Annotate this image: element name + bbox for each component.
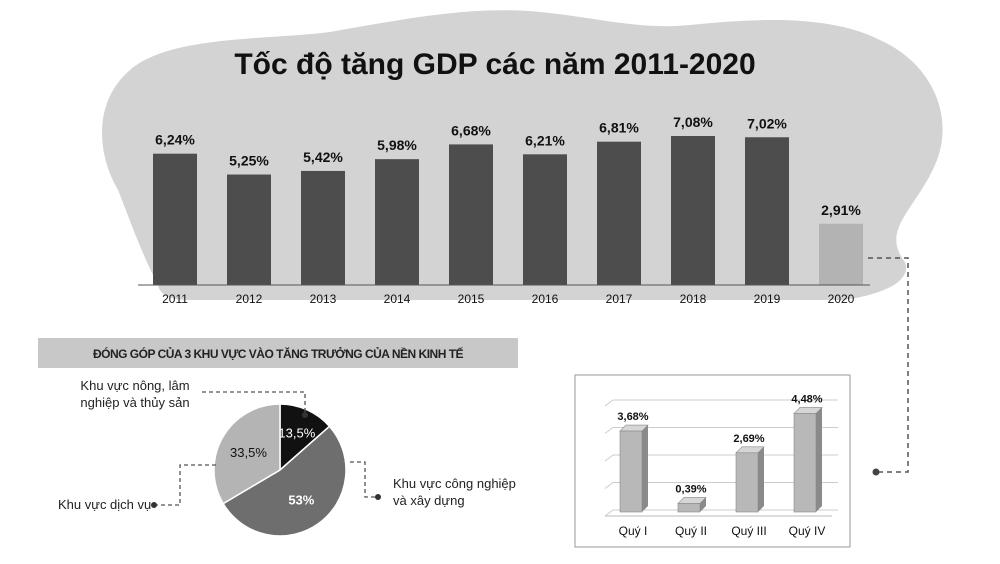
quarter-bar-side [642, 425, 648, 512]
sector-pie-chart: 13,5% 53% 33,5% [213, 403, 347, 537]
quarter-value-label: 2,69% [733, 433, 764, 445]
grid-line-diag [604, 482, 614, 489]
quarter-bar-side [700, 497, 706, 512]
bar-value-label: 5,25% [229, 153, 269, 169]
bar-2019 [745, 137, 789, 285]
pie-slice-agriculture [279, 403, 331, 472]
annual-gdp-chart: 6,24% 2011 5,25% 2012 5,42% 2013 5,98% 2014 6,68… [153, 114, 863, 306]
quarter-bar-side [758, 446, 764, 512]
callout-dot-industry [375, 494, 381, 500]
year-tick-label: 2012 [236, 292, 263, 306]
callout-dot-services [151, 502, 157, 508]
grid-line-diag [604, 427, 614, 434]
quarter-bar-1 [619, 430, 643, 513]
grid-line-diag [604, 399, 614, 407]
pie-slice-industry [222, 425, 347, 537]
bar-value-label: 5,42% [303, 149, 343, 165]
quarter-value-label: 3,68% [617, 411, 648, 423]
bar-value-label: 6,24% [155, 132, 195, 148]
main-title: Tốc độ tăng GDP các năm 2011-2020 [234, 48, 755, 81]
sector-banner [38, 338, 518, 368]
quarter-tick-label: Quý IV [789, 524, 826, 538]
callout-dot-agriculture [302, 412, 308, 418]
callout-line-services [157, 464, 216, 506]
grid-line-diag [604, 454, 614, 462]
grid-line-diag [604, 509, 614, 517]
bar-2020 [819, 223, 863, 285]
quarter-tick-label: Quý I [619, 524, 648, 538]
quarter-bar-3 [735, 452, 759, 513]
pie-value-label: 33,5% [230, 445, 267, 460]
bar-value-label: 6,68% [451, 122, 491, 138]
pie-slice-services [213, 403, 281, 505]
connector-2020-to-quarters [868, 257, 909, 473]
bar-2018 [671, 136, 715, 285]
quarter-value-label: 0,39% [675, 483, 706, 495]
connector-dot [872, 468, 880, 476]
quarterly-gdp-chart: 3,68% Quý I 0,39% Quý II 2,69% Quý III 4,48% Qu… [617, 393, 825, 538]
pie-value-label: 13,5% [278, 426, 315, 441]
year-tick-label: 2014 [384, 292, 411, 306]
sector-banner-text: ĐÓNG GÓP CỦA 3 KHU VỰC VÀO TĂNG TRƯỞNG C… [93, 346, 464, 361]
quarter-bar-2 [677, 503, 701, 513]
bar-2012 [227, 174, 271, 285]
bar-2015 [449, 144, 493, 285]
year-tick-label: 2017 [606, 292, 633, 306]
bar-2013 [301, 170, 345, 285]
quarter-value-label: 4,48% [791, 393, 822, 405]
callout-label-agriculture: Khu vực nông, lâm nghiệp và thủy sản [80, 378, 189, 410]
pie-callout-labels: Khu vực nông, lâm nghiệp và thủy sản Khu v… [58, 378, 516, 512]
bar-value-label: 6,81% [599, 120, 639, 136]
callout-label-services: Khu vực dịch vụ [58, 497, 151, 512]
bar-value-label: 2,91% [821, 202, 861, 218]
callout-label-industry: Khu vực công nghiệp và xây dựng [393, 476, 516, 508]
quarter-tick-label: Quý III [731, 524, 766, 538]
bar-value-label: 5,98% [377, 137, 417, 153]
bar-value-label: 6,21% [525, 132, 565, 148]
bar-value-label: 7,02% [747, 115, 787, 131]
bar-2016 [523, 154, 567, 285]
year-tick-label: 2018 [680, 292, 707, 306]
bar-value-label: 7,08% [673, 114, 713, 130]
year-tick-label: 2015 [458, 292, 485, 306]
quarter-tick-label: Quý II [675, 524, 707, 538]
callout-line-industry [350, 461, 378, 498]
year-tick-label: 2013 [310, 292, 337, 306]
pie-value-label: 53% [288, 492, 314, 507]
quarter-bar-side [816, 407, 822, 512]
bar-2014 [375, 159, 419, 285]
bar-2011 [153, 153, 197, 285]
year-tick-label: 2016 [532, 292, 559, 306]
quarter-bar-4 [793, 413, 817, 513]
year-tick-label: 2011 [162, 292, 188, 306]
bar-2017 [597, 141, 641, 285]
year-tick-label: 2020 [828, 292, 855, 306]
year-tick-label: 2019 [754, 292, 781, 306]
